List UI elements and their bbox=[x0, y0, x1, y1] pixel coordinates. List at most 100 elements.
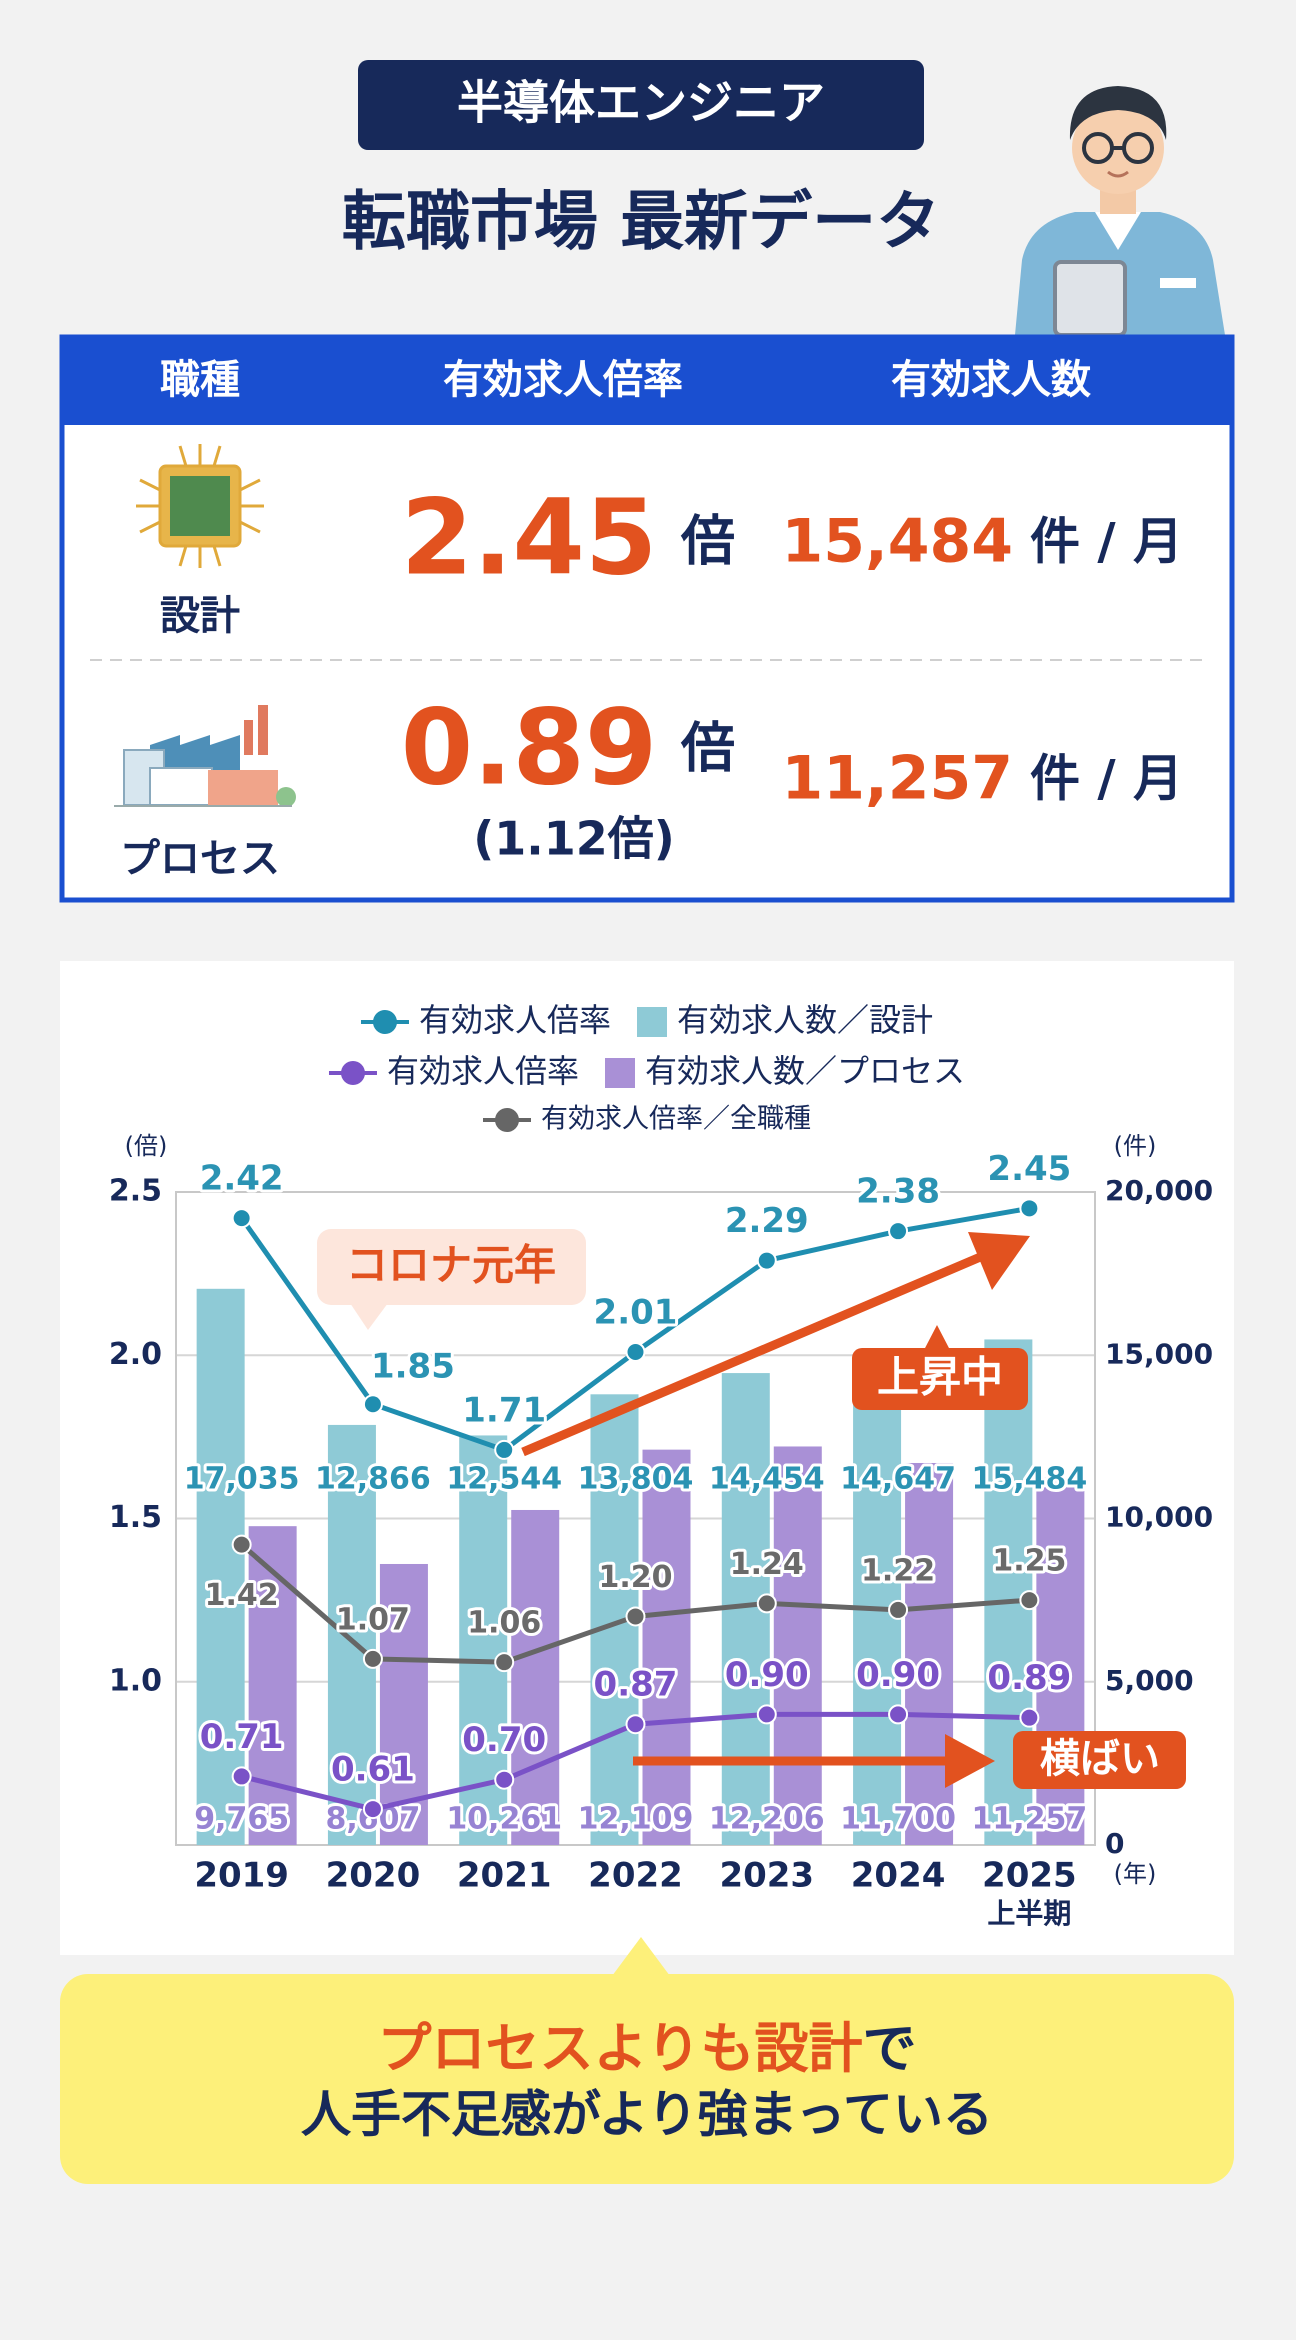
line-point bbox=[362, 1648, 383, 1669]
line-point bbox=[1019, 1590, 1040, 1611]
bar-value-label: 12,544 bbox=[446, 1462, 562, 1497]
line-value-label: 1.24 bbox=[730, 1547, 804, 1582]
legend-label: 有効求人倍率 bbox=[419, 1001, 611, 1039]
table-header: 職種 bbox=[160, 357, 240, 403]
y2-tick-label: 20,000 bbox=[1105, 1174, 1213, 1207]
legend-row: 有効求人倍率／全職種 bbox=[483, 1104, 811, 1135]
line-value-label: 1.06 bbox=[467, 1606, 541, 1641]
legend-marker bbox=[637, 1007, 667, 1037]
y2-tick-label: 15,000 bbox=[1105, 1337, 1213, 1370]
line-point bbox=[231, 1208, 252, 1229]
table-header: 有効求人倍率 bbox=[443, 357, 683, 403]
y-axis-label: (倍) bbox=[125, 1132, 168, 1160]
callout-emphasis: プロセスよりも設計 bbox=[378, 2017, 863, 2080]
legend-label: 有効求人倍率 bbox=[387, 1052, 579, 1090]
bar-value-label: 10,261 bbox=[446, 1802, 562, 1837]
chart: (倍) (件) (年) 1.0 1.5 2.0 2.5 0 5,000 10,000 15,000 2… bbox=[109, 1001, 1213, 1930]
x-tick-label: 2022 bbox=[588, 1856, 683, 1896]
legend-marker bbox=[495, 1108, 519, 1132]
line-point bbox=[494, 1769, 515, 1790]
bar-value-label: 12,109 bbox=[578, 1802, 694, 1837]
line-value-label: 2.45 bbox=[987, 1149, 1071, 1189]
y2-axis-label: (件) bbox=[1114, 1132, 1157, 1160]
ratio-unit: 倍 bbox=[680, 510, 735, 573]
factory-icon bbox=[114, 705, 296, 807]
bar-value-label: 12,206 bbox=[709, 1802, 825, 1837]
legend-label: 有効求人倍率／全職種 bbox=[541, 1104, 811, 1135]
bar bbox=[248, 1526, 297, 1845]
x-tick-label: 2020 bbox=[326, 1856, 421, 1896]
line-point bbox=[231, 1534, 252, 1555]
line-point bbox=[1019, 1707, 1040, 1728]
ratio-note: (1.12倍) bbox=[473, 812, 675, 866]
bar-value-label: 12,866 bbox=[315, 1462, 431, 1497]
line-value-label: 0.90 bbox=[856, 1655, 940, 1695]
x-tick-label: 2025 bbox=[982, 1856, 1077, 1896]
line-point bbox=[494, 1439, 515, 1460]
engineer-illustration bbox=[1015, 86, 1225, 337]
y2-tick-label: 0 bbox=[1105, 1827, 1124, 1860]
chip-icon bbox=[136, 444, 264, 568]
line-point bbox=[756, 1250, 777, 1271]
y-tick-label: 1.0 bbox=[109, 1663, 162, 1698]
count-value: 15,484 bbox=[781, 507, 1013, 577]
annotation-rising: 上昇中 bbox=[521, 1232, 1030, 1457]
bar-value-label: 14,454 bbox=[709, 1462, 825, 1497]
annotation-text: 上昇中 bbox=[877, 1353, 1003, 1402]
line-value-label: 1.25 bbox=[992, 1544, 1066, 1579]
callout-line: 人手不足感がより強まっている bbox=[301, 2086, 993, 2144]
line-value-label: 1.42 bbox=[205, 1578, 279, 1613]
line-point bbox=[1019, 1198, 1040, 1219]
line-value-label: 1.07 bbox=[336, 1602, 410, 1637]
job-name: 設計 bbox=[160, 593, 240, 639]
bar bbox=[196, 1288, 245, 1845]
line-value-label: 2.29 bbox=[725, 1201, 809, 1241]
annotation-corona: コロナ元年 bbox=[317, 1229, 586, 1330]
bar bbox=[511, 1509, 560, 1845]
legend-row: 有効求人倍率 有効求人数／プロセス bbox=[328, 1052, 965, 1090]
bar-value-label: 17,035 bbox=[184, 1462, 300, 1497]
line-value-label: 0.89 bbox=[987, 1658, 1071, 1698]
x-tick-label: 2021 bbox=[457, 1856, 552, 1896]
line-value-label: 0.71 bbox=[200, 1717, 284, 1757]
legend-marker bbox=[605, 1058, 635, 1088]
line-value-label: 2.01 bbox=[594, 1292, 678, 1332]
y-tick-label: 2.5 bbox=[109, 1174, 162, 1209]
bar bbox=[773, 1446, 822, 1845]
line-value-label: 1.71 bbox=[462, 1390, 546, 1430]
line-value-label: 2.42 bbox=[200, 1159, 284, 1199]
x-tick-label: 2024 bbox=[851, 1856, 946, 1896]
legend-row: 有効求人倍率 有効求人数／設計 bbox=[360, 1001, 933, 1039]
bar-value-label: 11,700 bbox=[840, 1802, 956, 1837]
bar-value-label: 14,647 bbox=[840, 1462, 956, 1497]
bar-value-label: 13,804 bbox=[578, 1462, 694, 1497]
line-value-label: 1.22 bbox=[861, 1553, 935, 1588]
count-unit: 件 / 月 bbox=[1030, 513, 1183, 571]
y-tick-label: 1.5 bbox=[109, 1500, 162, 1535]
bar-value-label: 9,765 bbox=[194, 1802, 289, 1837]
line-point bbox=[231, 1766, 252, 1787]
legend-marker bbox=[372, 1010, 397, 1034]
y2-tick-label: 5,000 bbox=[1105, 1664, 1194, 1697]
line-value-label: 0.70 bbox=[462, 1720, 546, 1760]
line-point bbox=[625, 1606, 646, 1627]
table-header-row bbox=[60, 335, 1234, 425]
bar bbox=[327, 1424, 376, 1845]
ratio-value: 0.89 bbox=[401, 686, 658, 808]
table-header: 有効求人数 bbox=[891, 357, 1091, 403]
line-value-label: 2.38 bbox=[856, 1172, 940, 1212]
line-point bbox=[494, 1652, 515, 1673]
annotation-text: コロナ元年 bbox=[346, 1241, 556, 1290]
bar-value-label: 11,257 bbox=[971, 1802, 1087, 1837]
legend-label: 有効求人数／設計 bbox=[677, 1001, 933, 1039]
line-value-label: 1.85 bbox=[371, 1347, 455, 1387]
bar bbox=[642, 1449, 691, 1845]
line-point bbox=[756, 1704, 777, 1725]
line-point bbox=[362, 1799, 383, 1820]
ratio-unit: 倍 bbox=[680, 717, 735, 780]
x-axis-label: (年) bbox=[1114, 1860, 1157, 1888]
line-point bbox=[888, 1599, 909, 1620]
line-value-label: 0.87 bbox=[594, 1665, 678, 1705]
